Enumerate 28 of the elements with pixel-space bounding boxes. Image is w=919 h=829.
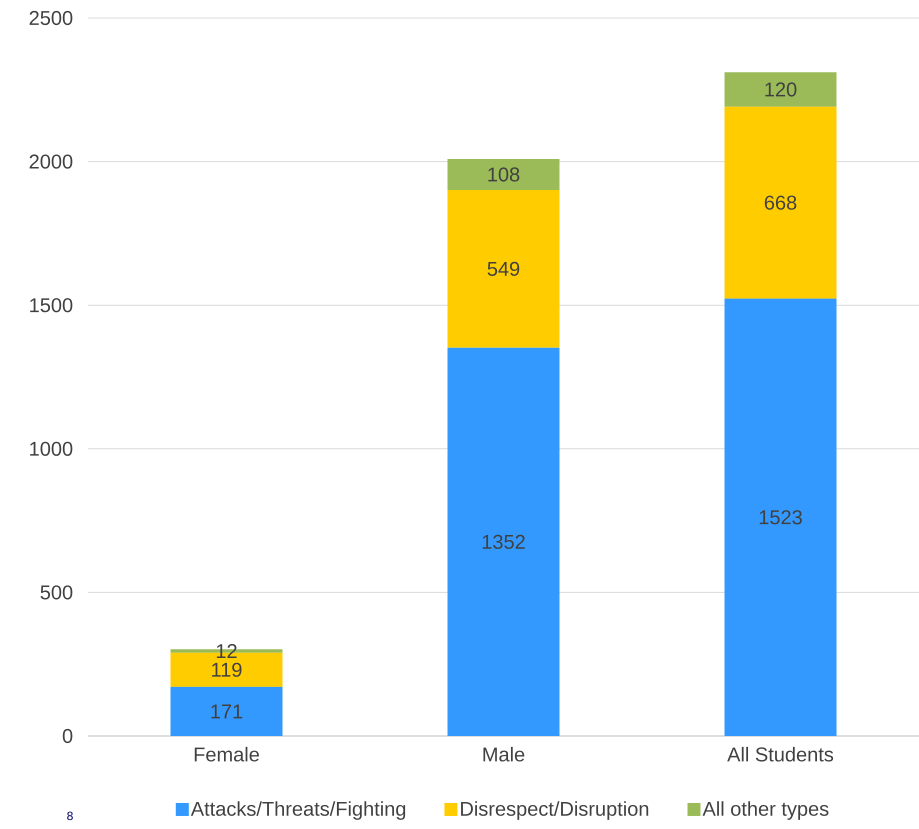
x-tick-label: Female [194, 746, 259, 762]
data-label: 119 [212, 662, 242, 677]
legend-label: Disrespect/Disruption [461, 801, 648, 820]
data-label: 120 [765, 82, 796, 97]
text: 8 [67, 812, 73, 820]
bar [448, 190, 560, 348]
y-tick-label: 1500 [30, 298, 72, 312]
data-label: 171 [211, 704, 242, 718]
bar [724, 298, 837, 736]
data-label: 668 [764, 196, 796, 210]
bar [724, 106, 837, 299]
y-tick-label: 2000 [30, 154, 72, 169]
data-label: 1352 [482, 534, 525, 549]
data-label: 108 [488, 167, 520, 182]
y-tick-label: 0 [62, 728, 72, 744]
bar [170, 686, 283, 736]
bar [724, 72, 837, 107]
legend-label: Attacks/Threats/Fighting [190, 801, 406, 820]
x-tick-label: Male [483, 746, 524, 762]
y-tick-label: 500 [40, 585, 72, 600]
y-tick-label: 1000 [30, 442, 72, 456]
x-tick-label: All Students [727, 746, 834, 762]
bar [448, 348, 560, 736]
legend-label: All other types [702, 801, 828, 820]
data-label: 1523 [760, 510, 802, 524]
bar [448, 159, 560, 190]
data-label: 549 [488, 262, 520, 276]
y-tick-label: 2500 [30, 10, 72, 26]
